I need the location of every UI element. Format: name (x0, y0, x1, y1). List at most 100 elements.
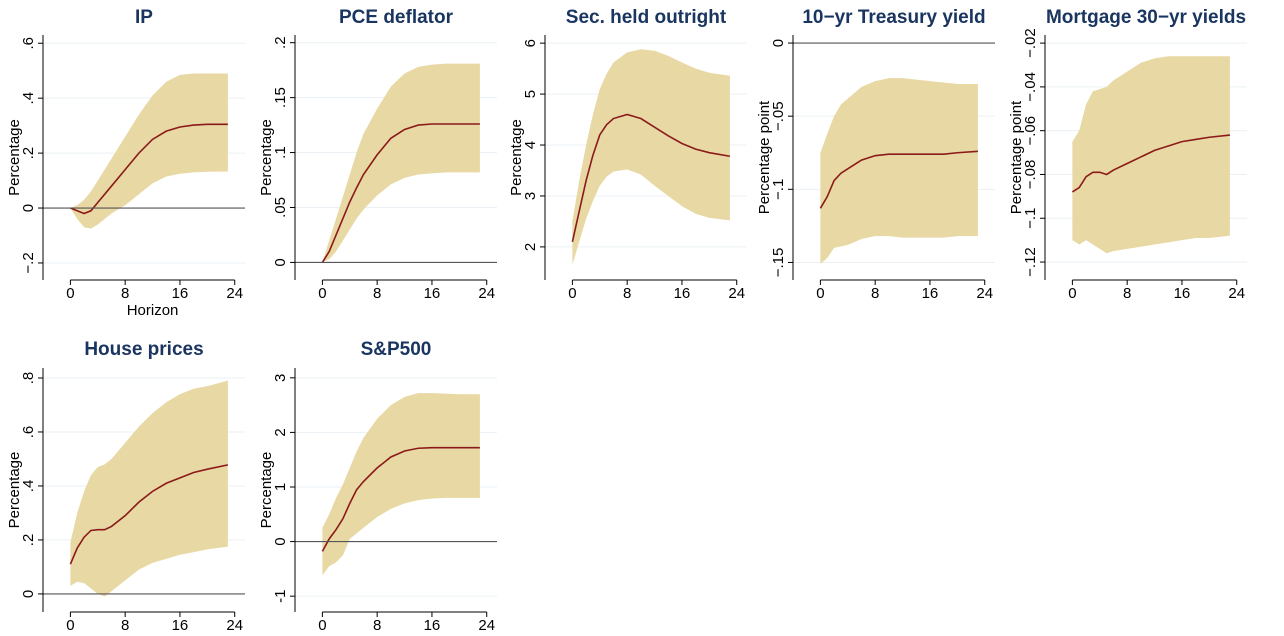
chart-title: PCE deflator (339, 7, 454, 28)
y-tick-label: .2 (20, 147, 37, 160)
x-tick-label: 8 (121, 617, 129, 634)
y-axis-label: Percentage (258, 452, 275, 529)
x-tick-label: 0 (568, 285, 576, 302)
panel: 0 .2 .4 .6 .8 0 8 16 24 House prices Percentage (6, 339, 245, 634)
y-tick-label: −.2 (20, 252, 37, 273)
chart-title: Mortgage 30−yr yields (1046, 7, 1246, 28)
x-tick-label: 24 (1228, 285, 1245, 302)
confidence-band (1072, 56, 1230, 254)
y-tick-label: .4 (20, 92, 37, 105)
y-tick-label: .6 (20, 37, 37, 50)
y-tick-label: .2 (20, 534, 37, 547)
confidence-band (70, 73, 228, 229)
y-axis-label: Percentage (6, 452, 23, 529)
x-tick-label: 24 (226, 617, 243, 634)
x-tick-label: 16 (424, 617, 441, 634)
x-tick-label: 16 (674, 285, 691, 302)
chart-title: House prices (84, 339, 203, 360)
x-tick-label: 24 (226, 285, 243, 302)
confidence-band (322, 63, 480, 263)
confidence-band (322, 393, 480, 576)
y-tick-label: 0 (272, 537, 289, 545)
x-tick-label: 24 (478, 285, 495, 302)
y-tick-label: 0 (770, 39, 787, 47)
x-tick-label: 16 (922, 285, 939, 302)
y-tick-label: 1 (272, 483, 289, 491)
x-tick-label: 8 (373, 617, 381, 634)
chart-title: IP (135, 7, 153, 28)
x-tick-label: 0 (66, 617, 74, 634)
x-tick-label: 0 (318, 285, 326, 302)
x-tick-label: 24 (976, 285, 993, 302)
y-tick-label: 0 (20, 590, 37, 598)
y-tick-label: .1 (272, 146, 289, 159)
y-tick-label: 2 (522, 243, 539, 251)
x-tick-label: 24 (728, 285, 745, 302)
panel: −.15 −.1 −.05 0 0 8 16 24 10−yr Treasury yield Pe… (756, 7, 995, 302)
response-line (1071, 134, 1230, 193)
y-tick-label: 0 (20, 204, 37, 212)
y-axis-label: Percentage point (756, 100, 773, 214)
y-axis-label: Percentage (258, 119, 275, 196)
y-tick-label: .8 (20, 372, 37, 385)
y-tick-label: .15 (272, 87, 289, 108)
x-tick-label: 8 (373, 285, 381, 302)
y-tick-label: 3 (522, 192, 539, 200)
x-tick-label: 0 (66, 285, 74, 302)
y-tick-label: −.04 (1022, 72, 1039, 102)
x-tick-label: 8 (623, 285, 631, 302)
confidence-band (572, 49, 730, 265)
y-tick-label: −.05 (770, 101, 787, 131)
y-tick-label: −.12 (1022, 247, 1039, 277)
x-tick-label: 8 (121, 285, 129, 302)
x-tick-label: 16 (172, 617, 189, 634)
y-axis-label: Percentage point (1008, 100, 1025, 214)
y-tick-label: −.08 (1022, 160, 1039, 190)
y-tick-label: -1 (272, 589, 289, 602)
panel: 2 3 4 5 6 0 8 16 24 Sec. held outright Percentage (508, 7, 747, 302)
response-line (819, 150, 978, 209)
y-tick-label: 3 (272, 374, 289, 382)
response-line (321, 123, 480, 263)
panel: −.2 0 .2 .4 .6 0 8 16 24 IP Percentage Horizon (6, 7, 245, 319)
x-tick-label: 8 (871, 285, 879, 302)
x-tick-label: 0 (318, 617, 326, 634)
y-axis-label: Percentage (6, 119, 23, 196)
panel: −.12 −.1 −.08 −.06 −.04 −.02 0 8 16 24 Mortgage 30… (1008, 7, 1247, 302)
x-tick-label: 0 (816, 285, 824, 302)
x-tick-label: 16 (172, 285, 189, 302)
x-axis-label: Horizon (127, 302, 179, 319)
y-tick-label: −.1 (1022, 208, 1039, 229)
response-line (69, 464, 229, 565)
y-tick-label: .6 (20, 426, 37, 439)
chart-title: Sec. held outright (566, 7, 727, 28)
response-line (70, 123, 228, 215)
response-line (321, 446, 480, 552)
y-tick-label: .2 (272, 36, 289, 49)
panel: 0 .05 .1 .15 .2 0 8 16 24 PCE deflator Percentage (258, 7, 497, 302)
y-tick-label: .4 (20, 480, 37, 493)
y-tick-label: 6 (522, 39, 539, 47)
panel: -1 0 1 2 3 0 8 16 24 S&P500 Percentage (258, 339, 497, 634)
x-tick-label: 24 (478, 617, 495, 634)
y-tick-label: −.02 (1022, 28, 1039, 58)
confidence-band (70, 380, 228, 597)
response-line (571, 113, 731, 242)
y-tick-label: −.06 (1022, 116, 1039, 146)
confidence-band (820, 78, 978, 264)
y-tick-label: 4 (522, 141, 539, 149)
y-axis-label: Percentage (508, 119, 525, 196)
x-tick-label: 16 (1174, 285, 1191, 302)
y-tick-label: −.1 (770, 179, 787, 200)
x-tick-label: 0 (1068, 285, 1076, 302)
chart-title: 10−yr Treasury yield (802, 7, 985, 28)
x-tick-label: 16 (424, 285, 441, 302)
y-tick-label: 2 (272, 428, 289, 436)
chart-title: S&P500 (361, 339, 432, 360)
y-tick-label: 5 (522, 90, 539, 98)
x-tick-label: 8 (1123, 285, 1131, 302)
y-tick-label: 0 (272, 258, 289, 266)
y-tick-label: −.15 (770, 248, 787, 278)
